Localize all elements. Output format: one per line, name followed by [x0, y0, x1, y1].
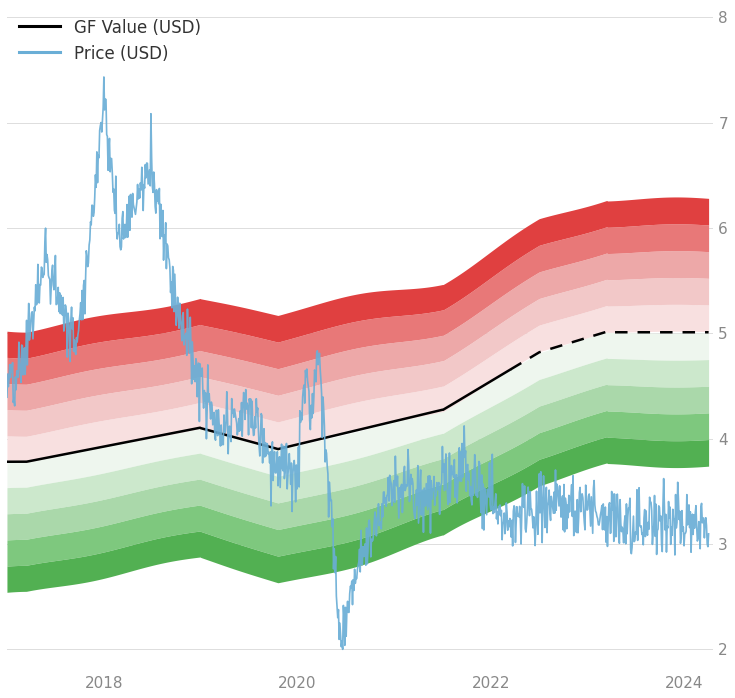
Legend: GF Value (USD), Price (USD): GF Value (USD), Price (USD) [15, 15, 204, 66]
